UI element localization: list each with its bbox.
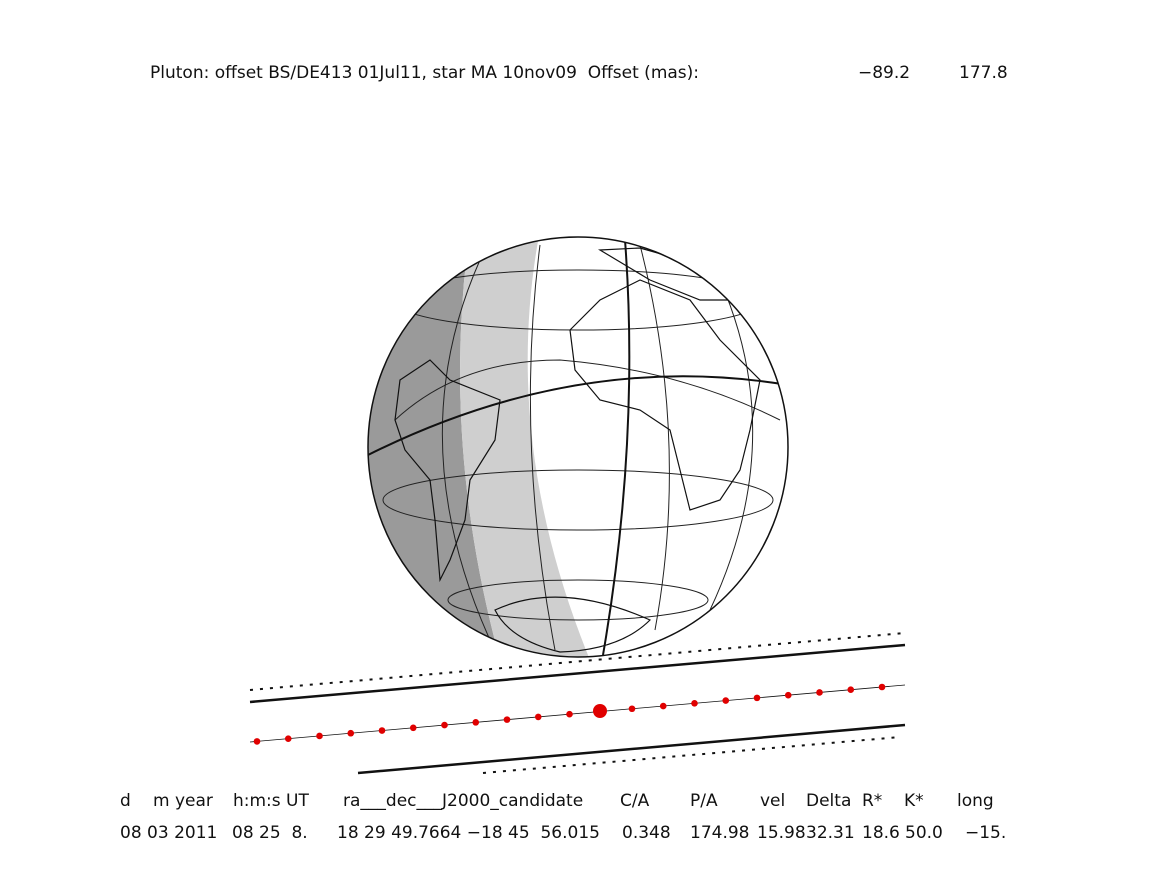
cell: −15. [965, 823, 1006, 843]
timing-dot [816, 689, 823, 696]
column-header: vel [760, 791, 785, 811]
timing-dot [409, 724, 417, 732]
cell: 08 25 8. [232, 823, 308, 843]
table-header: d m year h:m:s UT ra___dec___J2000_candidat… [120, 791, 994, 811]
timing-dot [253, 738, 261, 745]
cell: 08 03 2011 [120, 823, 217, 843]
cell: 15.98 [757, 823, 806, 843]
timing-dots [253, 683, 886, 745]
column-header: C/A [620, 791, 650, 811]
column-header: ra___dec___J2000_candidate [343, 791, 583, 811]
timing-dot [628, 705, 636, 713]
timing-dot [534, 713, 542, 721]
timing-dot [691, 700, 698, 707]
globe [367, 236, 789, 658]
closest-approach [593, 704, 607, 718]
timing-dot [316, 732, 323, 740]
cell: 18.6 [862, 823, 900, 843]
cell: 50.0 [905, 823, 943, 843]
column-header: P/A [690, 791, 718, 811]
timing-dot [722, 697, 730, 704]
column-header: R* [862, 791, 882, 811]
title: Pluton: offset BS/DE413 01Jul11, star MA… [150, 63, 699, 83]
timing-dot [284, 735, 292, 742]
offset-x: −89.2 [858, 63, 910, 83]
cell: 174.98 [690, 823, 749, 843]
column-header: K* [904, 791, 924, 811]
timing-dot [378, 727, 386, 734]
offset-y: 177.8 [959, 63, 1008, 83]
timing-dot [878, 683, 886, 691]
cell: 18 29 49.7664 −18 45 56.015 [337, 823, 600, 843]
column-header: h:m:s UT [233, 791, 309, 811]
timing-dot [659, 702, 667, 710]
cell: 0.348 [622, 823, 671, 843]
timing-dot [441, 721, 448, 729]
timing-dot [847, 686, 855, 694]
timing-dot [566, 710, 573, 718]
timing-dot [472, 719, 480, 726]
column-header: Delta [806, 791, 851, 811]
column-header: m year [153, 791, 213, 811]
column-header: long [957, 791, 994, 811]
timing-dot [347, 729, 355, 737]
table-row: 08 03 2011 08 25 8. 18 29 49.7664 −18 45 5… [120, 823, 1006, 843]
timing-dot [503, 716, 511, 723]
cell: 32.31 [806, 823, 855, 843]
column-header: d [120, 791, 131, 811]
timing-dot [753, 694, 761, 702]
timing-dot [784, 691, 792, 699]
shadow-path [249, 632, 906, 775]
